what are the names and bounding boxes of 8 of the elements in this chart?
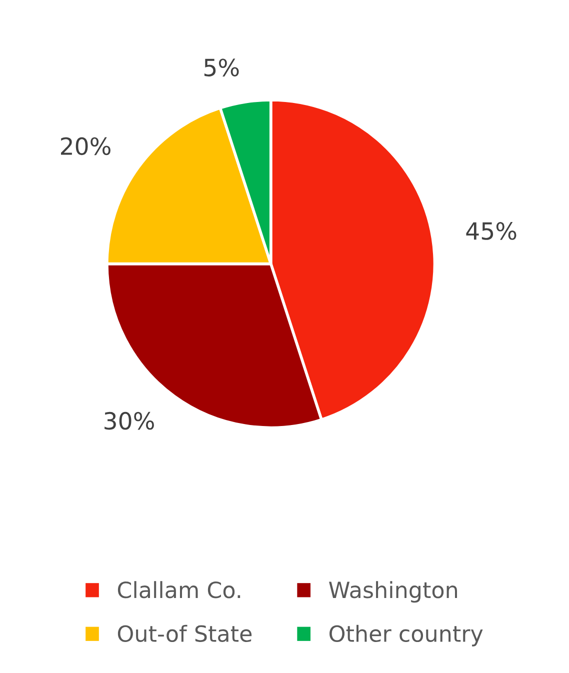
- legend-label: Clallam Co.: [118, 581, 240, 598]
- legend-label: Out-of State: [118, 624, 252, 642]
- data-label: 30%: [104, 412, 154, 430]
- legend-label: Washington: [329, 581, 457, 603]
- legend-label: Other country: [330, 624, 483, 646]
- data-label: 20%: [61, 137, 110, 156]
- data-label: 45%: [466, 222, 516, 240]
- data-label: 5%: [204, 58, 239, 76]
